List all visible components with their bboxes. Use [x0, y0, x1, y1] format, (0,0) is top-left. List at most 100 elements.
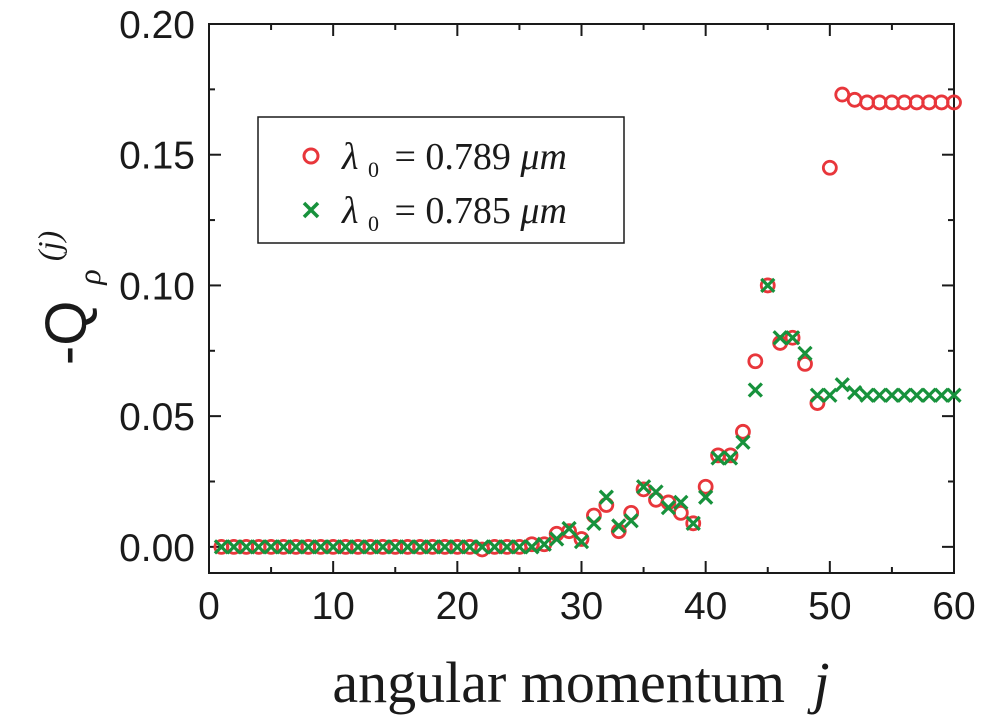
legend-entry-2-sub: 0 — [368, 211, 379, 236]
series-2-point — [362, 539, 379, 555]
series-2-point — [598, 489, 614, 505]
series-2-point — [424, 539, 441, 555]
series-2-point — [909, 387, 925, 403]
series-2-point — [511, 539, 528, 555]
legend-box — [257, 116, 625, 244]
series-2-point — [474, 539, 490, 555]
series-2-point — [797, 345, 813, 362]
series-2-point — [213, 539, 230, 555]
series-1-point — [784, 329, 801, 346]
series-2-point — [251, 539, 267, 555]
series-2-point — [784, 330, 801, 346]
series-2-point — [226, 539, 242, 555]
x-tick-label: 0 — [198, 585, 220, 628]
legend-entry-2-symbol: λ — [341, 190, 358, 232]
series-2-point — [772, 330, 788, 346]
y-axis-title-superscript: (j) — [31, 231, 67, 261]
series-2-point — [611, 518, 627, 534]
series-2-point — [859, 387, 875, 403]
series-2-point — [375, 539, 391, 555]
series-2-point — [871, 387, 888, 403]
series-2-point — [263, 539, 279, 555]
series-2-point — [673, 494, 689, 511]
y-tick-label: 0.20 — [119, 4, 195, 47]
y-tick-label: 0.05 — [119, 396, 195, 439]
series-2-point — [735, 434, 751, 450]
series-1-point — [846, 91, 863, 108]
series-2-point — [722, 450, 739, 466]
series-2-point — [325, 539, 341, 555]
tick-labels: 0 10 20 30 40 50 60 0.00 0.05 0.10 0.15 0.20 — [119, 4, 976, 628]
series-1-point — [722, 447, 739, 464]
series-1-point — [573, 531, 590, 547]
series-2-point — [462, 539, 478, 555]
series-2-point — [946, 387, 962, 403]
x-tick-label: 30 — [560, 585, 603, 628]
legend-entry-2-text: = 0.785 — [394, 190, 520, 232]
series-2-point — [933, 387, 950, 403]
series-2-point — [623, 513, 639, 529]
series-2-point — [350, 539, 366, 555]
series-2-point — [698, 489, 714, 505]
x-tick-label: 10 — [311, 585, 354, 628]
x-axis-title-text: angular momentum — [332, 650, 785, 715]
series-2-point — [449, 539, 465, 555]
x-axis-title: angular momentum j — [332, 650, 829, 715]
legend-entry-2: λ 0 = 0.785 μm — [341, 190, 567, 240]
series-2-point — [573, 533, 590, 550]
series-2-point — [524, 539, 540, 555]
series-2-point — [760, 277, 776, 294]
legend-entry-2-unit: μm — [519, 190, 567, 232]
series-2-point — [635, 479, 652, 495]
series-1-point — [759, 277, 776, 294]
series-2-point — [337, 539, 354, 555]
series-2-point — [747, 382, 763, 398]
series-2-point — [834, 377, 850, 393]
legend-entry-1-symbol: λ — [341, 136, 358, 178]
series-1-point — [635, 481, 652, 498]
series-2-point — [847, 384, 863, 401]
legend-entry-1-sub: 0 — [368, 157, 379, 182]
y-tick-label: 0.00 — [119, 527, 195, 570]
series-2-point — [822, 387, 838, 403]
series-2-point — [400, 539, 416, 555]
series-2-point — [561, 520, 577, 537]
y-axis-title: -Q ρ (j) — [31, 231, 113, 365]
series-2-point — [275, 539, 292, 555]
series-2-point — [536, 536, 552, 552]
series-2-point — [486, 539, 503, 555]
series-2-point — [660, 500, 677, 516]
series-1-point — [747, 353, 764, 370]
y-axis-title-text: -Q — [34, 301, 99, 365]
series-2-point — [499, 539, 515, 555]
series-1-point — [697, 478, 714, 495]
legend-entry-1: λ 0 = 0.789 μm — [341, 136, 567, 186]
legend-entry-1-text: = 0.789 — [394, 136, 520, 178]
series-2-point — [809, 387, 826, 403]
series-2-point — [238, 539, 254, 555]
series-2-point — [896, 387, 912, 403]
series-2-point — [685, 515, 701, 531]
x-tick-label: 60 — [932, 585, 975, 628]
series-2-point — [300, 539, 316, 555]
series-1-point — [685, 515, 702, 532]
series-2-point — [437, 539, 453, 555]
y-axis-title-subscript: ρ — [71, 269, 107, 285]
legend-marker-circle — [302, 147, 320, 165]
svg-text:-Q ρ (j): -Q ρ (j) — [31, 231, 113, 365]
legend-marker-x — [302, 201, 320, 219]
series-1-point — [735, 423, 751, 440]
x-axis-title-variable: j — [807, 650, 830, 715]
series-2-point — [412, 539, 428, 555]
y-tick-label: 0.10 — [119, 265, 195, 308]
series-2-point — [387, 539, 403, 555]
series-2-point — [921, 387, 937, 403]
axis-ticks — [208, 23, 955, 573]
y-tick-label: 0.15 — [119, 135, 195, 178]
series-2-point — [884, 387, 900, 403]
series-1-point — [946, 94, 962, 111]
series-2-point — [549, 531, 565, 547]
plot-frame — [208, 23, 955, 574]
x-tick-label: 40 — [684, 585, 727, 628]
